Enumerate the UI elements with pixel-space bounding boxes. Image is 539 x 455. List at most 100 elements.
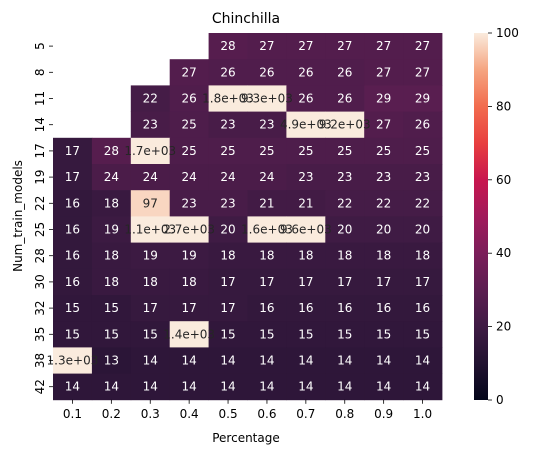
cell-value-label: 23 [376,170,391,184]
cell-value-label: 18 [220,249,235,263]
heatmap-cell [130,242,171,270]
cell-value-label: 27 [376,65,391,79]
cell-value-label: 28 [220,39,235,53]
cell-value-label: 18 [143,275,158,289]
heatmap-cell [247,268,287,296]
y-tick-label: 14 [33,117,47,132]
cell-value-label: 23 [220,118,235,132]
cell-value-label: 15 [143,327,158,341]
heatmap-cell [169,111,209,139]
heatmap-cell [247,321,287,348]
cell-value-label: 27 [182,65,197,79]
heatmap-cell [53,137,93,165]
heatmap-cell [208,111,248,139]
cell-value-label: 16 [65,275,80,289]
heatmap-cell [325,33,365,60]
heatmap-cell [325,190,365,217]
cell-value-label: 20 [337,223,352,237]
cell-value-label: 20 [376,223,391,237]
heatmap-cell [169,190,209,217]
heatmap-cell [364,268,404,296]
cell-value-label: 97 [143,196,158,210]
x-tick-label: 0.8 [335,407,354,421]
cell-value-label: 19 [143,249,158,263]
heatmap-cell [208,295,248,322]
cell-value-label: 1.1e+03 [124,223,176,237]
colorbar-tick-label: 60 [496,173,511,187]
cell-value-label: 18 [337,249,352,263]
cell-value-label: 16 [415,301,430,315]
cell-value-label: 23 [415,170,430,184]
heatmap-cell [91,216,132,243]
cell-value-label: 16 [65,223,80,237]
cell-value-label: 18 [259,249,274,263]
heatmap-cell [169,268,209,296]
cell-value-label: 18 [182,275,197,289]
heatmap-cell [364,321,404,348]
y-axis-ticks: 5 8 11 14 17 19 22 25 28 30 32 35 38 42 [33,42,53,394]
cell-value-label: 27 [376,118,391,132]
cell-value-label: 27 [298,39,313,53]
heatmap-cell [208,137,248,165]
cell-value-label: 1.7e+03 [124,144,176,158]
heatmap-cell [403,347,443,374]
cell-value-label: 16 [65,196,80,210]
cell-value-label: 25 [259,144,274,158]
heatmap-cell [169,164,209,191]
heatmap-cell [169,242,209,270]
heatmap-cell [91,190,132,217]
heatmap-cell [130,347,171,374]
heatmap-cell [364,295,404,322]
heatmap-cell [364,164,404,191]
heatmap-cell [130,164,171,191]
heatmap-cell [208,373,248,401]
heatmap-cell [91,137,132,165]
cell-value-label: 14 [182,354,197,368]
cell-value-label: 29 [415,92,430,106]
cell-value-label: 1.3e+03 [47,354,99,368]
cell-value-label: 17 [65,144,80,158]
cell-value-label: 18 [104,196,119,210]
cell-value-label: 15 [65,327,80,341]
cell-value-label: 18 [298,249,313,263]
cell-value-label: 17 [182,301,197,315]
heatmap-cell [53,321,93,348]
y-tick-label: 25 [33,222,47,237]
cell-labels: 28 27 27 27 27 27 27 26 26 26 26 27 27 22 26 1.8e+039.3… [47,39,431,394]
heatmap-cell [169,137,209,165]
cell-value-label: 22 [415,196,430,210]
heatmap-cell [91,295,132,322]
cell-value-label: 17 [415,275,430,289]
heatmap-cell [169,373,209,401]
cell-value-label: 22 [337,196,352,210]
heatmap-cell [247,85,287,112]
cell-value-label: 14 [220,380,235,394]
heatmap-cell [53,190,93,217]
chart-title: Chinchilla [212,11,280,27]
cell-value-label: 14 [415,354,430,368]
cell-value-label: 22 [376,196,391,210]
cell-value-label: 27 [415,39,430,53]
colorbar-tick-label: 100 [496,26,519,40]
cell-value-label: 14 [298,380,313,394]
cell-value-label: 17 [259,275,274,289]
cell-value-label: 14 [104,380,119,394]
heatmap-cell [91,373,132,401]
heatmap-cell [53,373,93,401]
heatmap-cell [169,295,209,322]
cell-value-label: 29 [376,92,391,106]
cell-value-label: 16 [65,249,80,263]
heatmap-cell [247,190,287,217]
heatmap-cell [247,137,287,165]
x-tick-label: 0.6 [257,407,276,421]
heatmap-cell [247,164,287,191]
cell-value-label: 9.3e+03 [241,92,293,106]
heatmap-cell [247,347,287,374]
heatmap-cell [403,59,443,86]
y-tick-label: 22 [33,196,47,211]
cell-value-label: 21 [259,196,274,210]
y-tick-label: 30 [33,274,47,289]
heatmap-cell [403,268,443,296]
y-tick-label: 32 [33,300,47,315]
heatmap-cell [53,242,93,270]
